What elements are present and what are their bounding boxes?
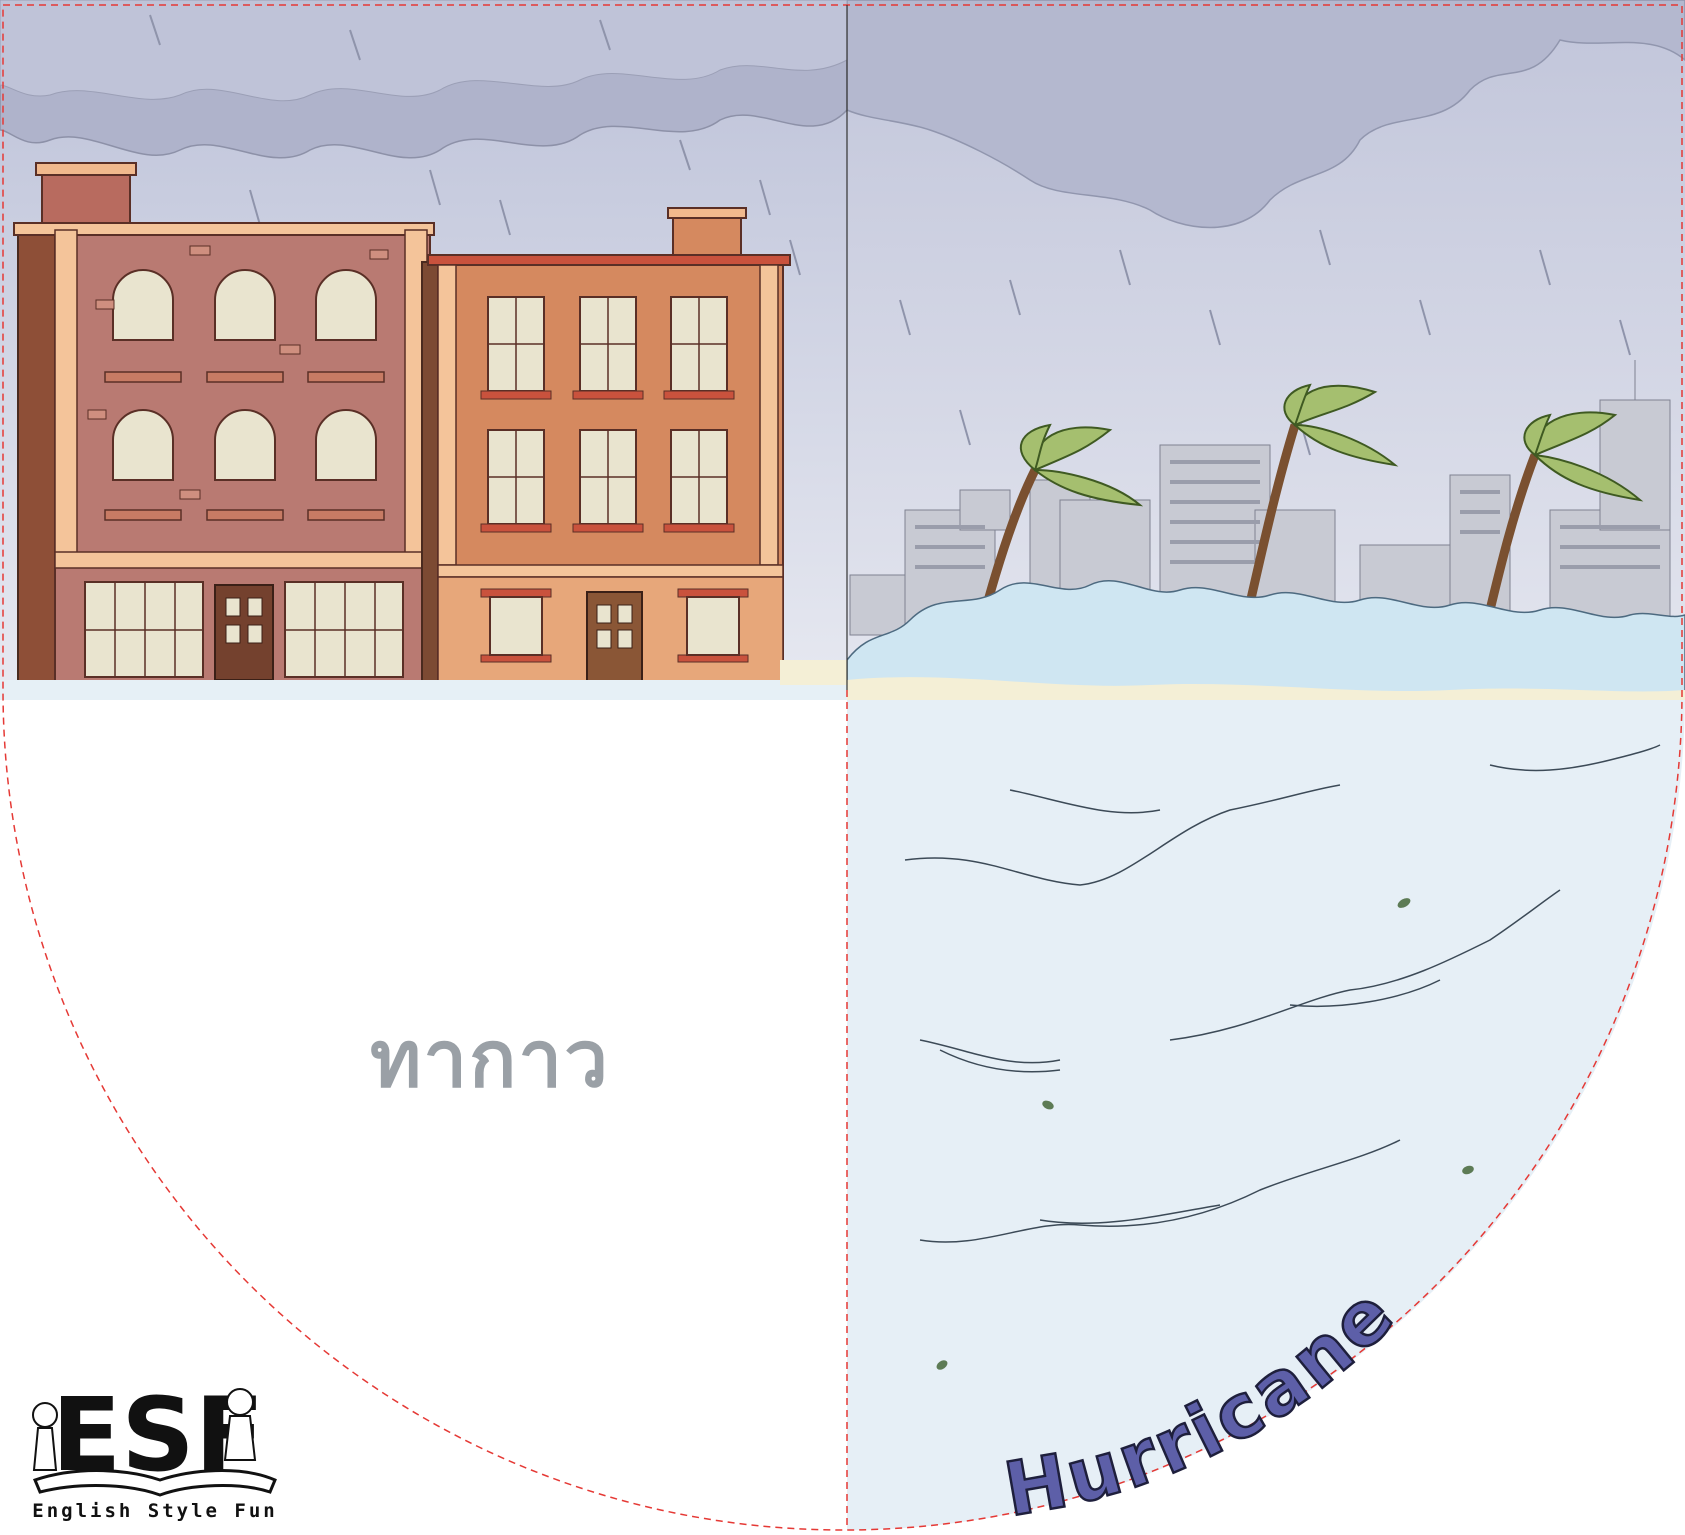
floating-leaves [936, 898, 1474, 1370]
city-windows [915, 460, 1660, 569]
rain [89, 14, 801, 276]
building-left [13, 162, 435, 691]
esf-tagline: English Style Fun [32, 1500, 278, 1522]
building-right [421, 207, 791, 691]
cloud [847, 0, 1685, 229]
girl-figure [32, 1402, 58, 1428]
left-panel [0, 0, 847, 700]
storm-waves [847, 580, 1685, 700]
rain [899, 229, 1631, 456]
boy-figure [226, 1388, 254, 1416]
thai-word: ทากาว [369, 1015, 611, 1105]
cut-line [2, 4, 1683, 1531]
cloud [0, 0, 847, 102]
right-panel [847, 0, 1685, 700]
esf-logo: ESF [32, 1376, 277, 1497]
water-area [847, 700, 1685, 1530]
palm-trees [970, 383, 1644, 662]
